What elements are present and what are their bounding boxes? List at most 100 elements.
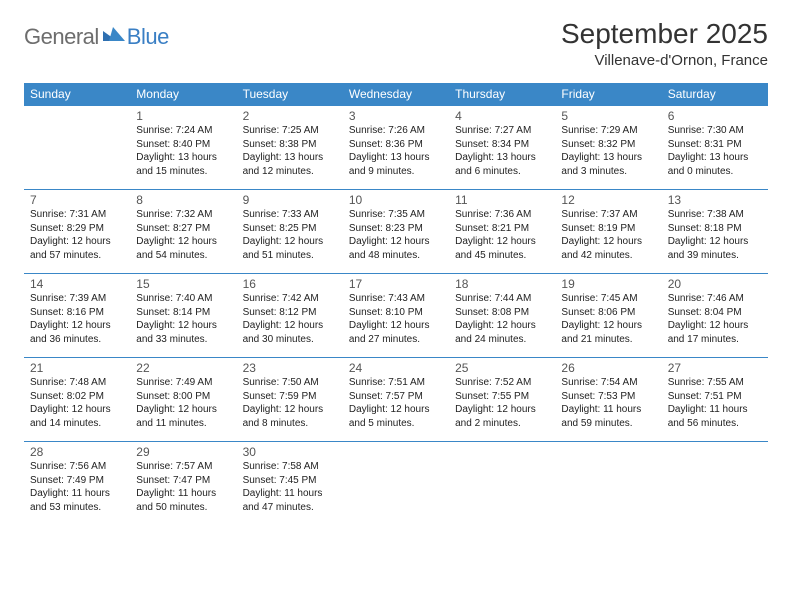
calendar-cell: 29Sunrise: 7:57 AMSunset: 7:47 PMDayligh… [130, 442, 236, 523]
calendar-cell: 2Sunrise: 7:25 AMSunset: 8:38 PMDaylight… [237, 106, 343, 190]
calendar-row: 14Sunrise: 7:39 AMSunset: 8:16 PMDayligh… [24, 274, 768, 358]
day-number: 2 [243, 109, 337, 123]
day-details: Sunrise: 7:43 AMSunset: 8:10 PMDaylight:… [349, 292, 443, 346]
calendar-cell: 28Sunrise: 7:56 AMSunset: 7:49 PMDayligh… [24, 442, 130, 523]
day-details: Sunrise: 7:49 AMSunset: 8:00 PMDaylight:… [136, 376, 230, 430]
calendar-cell: 20Sunrise: 7:46 AMSunset: 8:04 PMDayligh… [662, 274, 768, 358]
day-details: Sunrise: 7:24 AMSunset: 8:40 PMDaylight:… [136, 124, 230, 178]
day-details: Sunrise: 7:35 AMSunset: 8:23 PMDaylight:… [349, 208, 443, 262]
calendar-cell: 5Sunrise: 7:29 AMSunset: 8:32 PMDaylight… [555, 106, 661, 190]
day-details: Sunrise: 7:56 AMSunset: 7:49 PMDaylight:… [30, 460, 124, 514]
day-details: Sunrise: 7:40 AMSunset: 8:14 PMDaylight:… [136, 292, 230, 346]
day-header: Tuesday [237, 83, 343, 106]
calendar-cell: 23Sunrise: 7:50 AMSunset: 7:59 PMDayligh… [237, 358, 343, 442]
day-number: 3 [349, 109, 443, 123]
day-number: 27 [668, 361, 762, 375]
day-number: 15 [136, 277, 230, 291]
day-details: Sunrise: 7:54 AMSunset: 7:53 PMDaylight:… [561, 376, 655, 430]
day-header: Friday [555, 83, 661, 106]
day-details: Sunrise: 7:32 AMSunset: 8:27 PMDaylight:… [136, 208, 230, 262]
day-details: Sunrise: 7:37 AMSunset: 8:19 PMDaylight:… [561, 208, 655, 262]
calendar-cell [662, 442, 768, 523]
calendar-cell: 22Sunrise: 7:49 AMSunset: 8:00 PMDayligh… [130, 358, 236, 442]
calendar-cell [343, 442, 449, 523]
calendar-cell: 21Sunrise: 7:48 AMSunset: 8:02 PMDayligh… [24, 358, 130, 442]
calendar-cell: 19Sunrise: 7:45 AMSunset: 8:06 PMDayligh… [555, 274, 661, 358]
calendar-cell: 12Sunrise: 7:37 AMSunset: 8:19 PMDayligh… [555, 190, 661, 274]
day-details: Sunrise: 7:57 AMSunset: 7:47 PMDaylight:… [136, 460, 230, 514]
day-details: Sunrise: 7:44 AMSunset: 8:08 PMDaylight:… [455, 292, 549, 346]
day-number: 12 [561, 193, 655, 207]
day-details: Sunrise: 7:58 AMSunset: 7:45 PMDaylight:… [243, 460, 337, 514]
day-details: Sunrise: 7:45 AMSunset: 8:06 PMDaylight:… [561, 292, 655, 346]
day-number: 7 [30, 193, 124, 207]
day-details: Sunrise: 7:27 AMSunset: 8:34 PMDaylight:… [455, 124, 549, 178]
calendar-cell: 25Sunrise: 7:52 AMSunset: 7:55 PMDayligh… [449, 358, 555, 442]
day-details: Sunrise: 7:30 AMSunset: 8:31 PMDaylight:… [668, 124, 762, 178]
day-details: Sunrise: 7:51 AMSunset: 7:57 PMDaylight:… [349, 376, 443, 430]
calendar-cell: 16Sunrise: 7:42 AMSunset: 8:12 PMDayligh… [237, 274, 343, 358]
calendar-row: 21Sunrise: 7:48 AMSunset: 8:02 PMDayligh… [24, 358, 768, 442]
day-header: Thursday [449, 83, 555, 106]
day-number: 4 [455, 109, 549, 123]
day-details: Sunrise: 7:55 AMSunset: 7:51 PMDaylight:… [668, 376, 762, 430]
day-number: 24 [349, 361, 443, 375]
day-number: 8 [136, 193, 230, 207]
day-details: Sunrise: 7:29 AMSunset: 8:32 PMDaylight:… [561, 124, 655, 178]
calendar-cell: 13Sunrise: 7:38 AMSunset: 8:18 PMDayligh… [662, 190, 768, 274]
calendar-row: 7Sunrise: 7:31 AMSunset: 8:29 PMDaylight… [24, 190, 768, 274]
calendar-row: 1Sunrise: 7:24 AMSunset: 8:40 PMDaylight… [24, 106, 768, 190]
day-details: Sunrise: 7:39 AMSunset: 8:16 PMDaylight:… [30, 292, 124, 346]
day-details: Sunrise: 7:50 AMSunset: 7:59 PMDaylight:… [243, 376, 337, 430]
logo-general: General [24, 24, 99, 50]
calendar-cell: 24Sunrise: 7:51 AMSunset: 7:57 PMDayligh… [343, 358, 449, 442]
calendar-cell: 30Sunrise: 7:58 AMSunset: 7:45 PMDayligh… [237, 442, 343, 523]
day-number: 20 [668, 277, 762, 291]
calendar-cell: 3Sunrise: 7:26 AMSunset: 8:36 PMDaylight… [343, 106, 449, 190]
calendar-cell: 26Sunrise: 7:54 AMSunset: 7:53 PMDayligh… [555, 358, 661, 442]
day-number: 9 [243, 193, 337, 207]
day-header: Sunday [24, 83, 130, 106]
calendar-cell: 18Sunrise: 7:44 AMSunset: 8:08 PMDayligh… [449, 274, 555, 358]
day-header: Monday [130, 83, 236, 106]
calendar-cell [24, 106, 130, 190]
day-number: 11 [455, 193, 549, 207]
title-block: September 2025 Villenave-d'Ornon, France [561, 18, 768, 69]
day-number: 26 [561, 361, 655, 375]
day-details: Sunrise: 7:31 AMSunset: 8:29 PMDaylight:… [30, 208, 124, 262]
day-details: Sunrise: 7:33 AMSunset: 8:25 PMDaylight:… [243, 208, 337, 262]
day-number: 21 [30, 361, 124, 375]
header: General Blue September 2025 Villenave-d'… [24, 18, 768, 69]
day-number: 19 [561, 277, 655, 291]
calendar-row: 28Sunrise: 7:56 AMSunset: 7:49 PMDayligh… [24, 442, 768, 523]
day-details: Sunrise: 7:36 AMSunset: 8:21 PMDaylight:… [455, 208, 549, 262]
day-number: 29 [136, 445, 230, 459]
calendar-cell: 1Sunrise: 7:24 AMSunset: 8:40 PMDaylight… [130, 106, 236, 190]
day-details: Sunrise: 7:48 AMSunset: 8:02 PMDaylight:… [30, 376, 124, 430]
day-number: 14 [30, 277, 124, 291]
day-number: 16 [243, 277, 337, 291]
calendar-cell: 6Sunrise: 7:30 AMSunset: 8:31 PMDaylight… [662, 106, 768, 190]
day-number: 1 [136, 109, 230, 123]
calendar-cell: 4Sunrise: 7:27 AMSunset: 8:34 PMDaylight… [449, 106, 555, 190]
calendar-cell: 10Sunrise: 7:35 AMSunset: 8:23 PMDayligh… [343, 190, 449, 274]
day-number: 13 [668, 193, 762, 207]
day-number: 18 [455, 277, 549, 291]
calendar-cell [555, 442, 661, 523]
day-number: 17 [349, 277, 443, 291]
day-details: Sunrise: 7:25 AMSunset: 8:38 PMDaylight:… [243, 124, 337, 178]
day-header: Saturday [662, 83, 768, 106]
day-number: 30 [243, 445, 337, 459]
calendar-cell: 14Sunrise: 7:39 AMSunset: 8:16 PMDayligh… [24, 274, 130, 358]
day-details: Sunrise: 7:38 AMSunset: 8:18 PMDaylight:… [668, 208, 762, 262]
logo-blue: Blue [127, 24, 169, 50]
calendar-cell: 7Sunrise: 7:31 AMSunset: 8:29 PMDaylight… [24, 190, 130, 274]
location: Villenave-d'Ornon, France [561, 52, 768, 69]
day-header: Wednesday [343, 83, 449, 106]
calendar-cell: 15Sunrise: 7:40 AMSunset: 8:14 PMDayligh… [130, 274, 236, 358]
calendar-cell: 11Sunrise: 7:36 AMSunset: 8:21 PMDayligh… [449, 190, 555, 274]
day-details: Sunrise: 7:46 AMSunset: 8:04 PMDaylight:… [668, 292, 762, 346]
calendar-cell: 17Sunrise: 7:43 AMSunset: 8:10 PMDayligh… [343, 274, 449, 358]
day-number: 10 [349, 193, 443, 207]
month-title: September 2025 [561, 18, 768, 50]
